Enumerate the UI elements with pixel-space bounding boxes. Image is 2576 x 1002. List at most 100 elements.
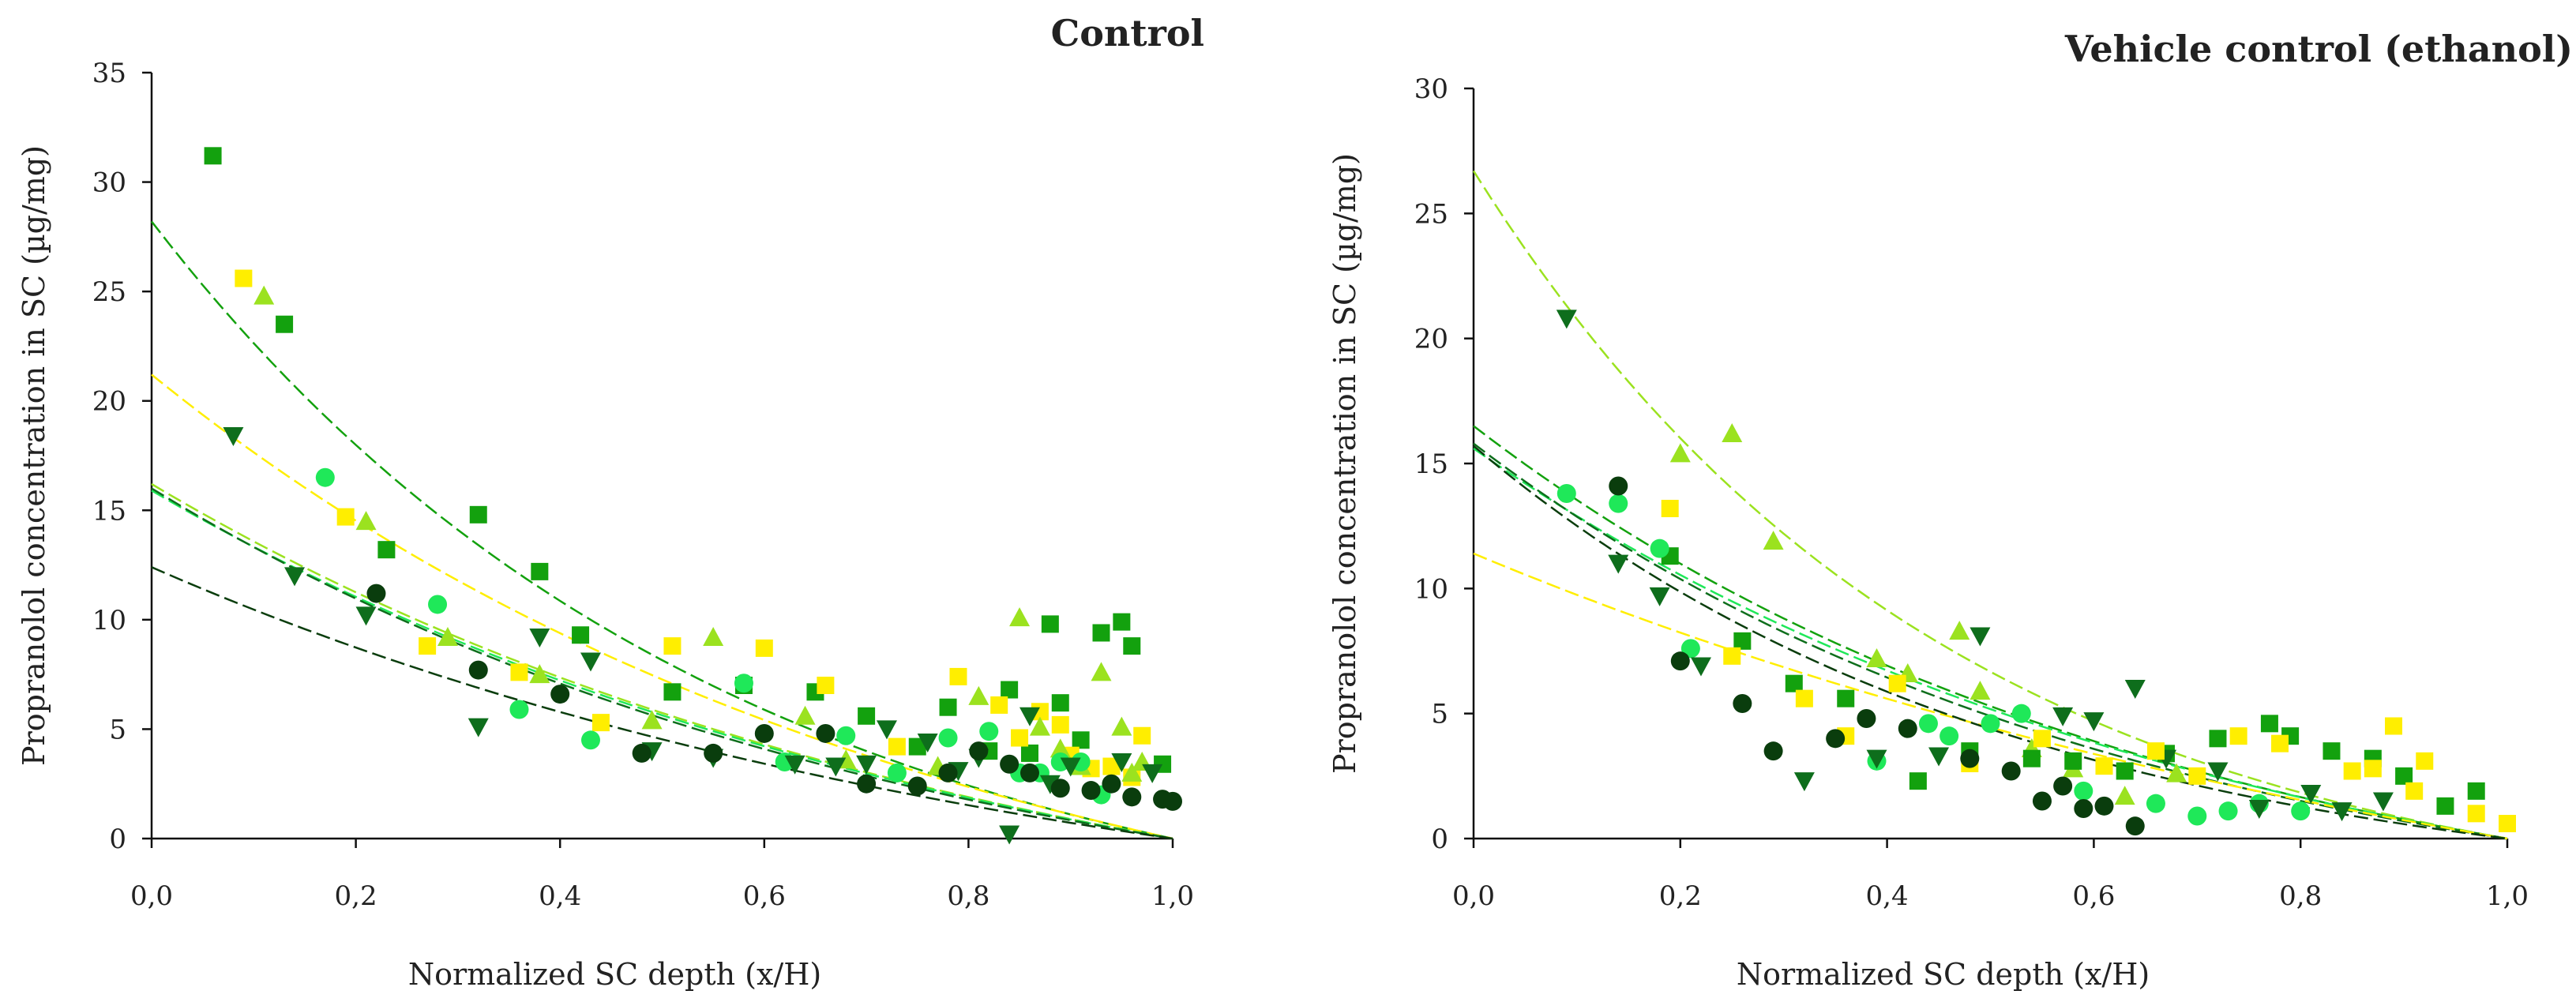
data-point-square — [510, 663, 528, 681]
x-tick-label: 0,2 — [1659, 880, 1702, 912]
data-point-circle — [836, 726, 856, 745]
data-point-circle — [1763, 741, 1783, 761]
data-point-circle — [2291, 801, 2311, 821]
data-point-triangle-down — [1019, 707, 1040, 726]
y-tick-label: 25 — [92, 276, 126, 308]
data-point-triangle — [1970, 681, 1991, 700]
data-point-square — [2323, 742, 2341, 760]
data-point-circle — [1081, 781, 1101, 801]
data-point-square — [1031, 703, 1049, 721]
data-point-square — [2095, 757, 2113, 775]
data-point-square — [1785, 674, 1803, 692]
y-tick-label: 35 — [92, 58, 126, 89]
data-point-triangle-down — [1970, 627, 1991, 647]
data-point-square — [1113, 613, 1131, 631]
data-point-square — [908, 737, 926, 756]
x-tick-label: 0,2 — [335, 880, 377, 912]
data-point-circle — [887, 763, 907, 782]
data-point-square — [888, 737, 906, 756]
data-point-triangle-down — [1556, 310, 1577, 329]
data-point-square — [1041, 615, 1059, 633]
data-point-triangle-down — [2052, 707, 2074, 726]
data-point-square — [817, 677, 835, 694]
data-point-square — [1123, 637, 1141, 655]
data-point-square — [591, 714, 610, 732]
data-point-circle — [1556, 484, 1576, 503]
data-point-triangle — [703, 627, 724, 647]
data-point-triangle — [437, 627, 458, 647]
data-point-square — [2343, 762, 2361, 780]
trend-line — [1473, 552, 2508, 840]
data-point-square — [2364, 760, 2382, 778]
data-point-triangle-down — [2372, 792, 2394, 812]
data-point-circle — [550, 685, 570, 704]
x-tick-label: 1,0 — [2486, 880, 2529, 912]
data-point-triangle — [529, 664, 550, 684]
data-point-triangle — [1091, 662, 1112, 681]
data-point-triangle — [1111, 716, 1132, 736]
trend-line — [1472, 170, 2508, 840]
chart-panel-vehicle-control: Vehicle control (ethanol) 0,0 0,2 0,4 0,6 0,8… — [1311, 0, 2576, 1002]
chart-panel-control: Control 0,0 0,2 0,4 0,6 0,8 1,0 0 5 10 15 20 25 30 35 N… — [0, 0, 1279, 1002]
y-tick-label: 30 — [1414, 73, 1448, 105]
data-point-triangle — [794, 705, 816, 725]
data-point-circle — [1609, 476, 1628, 496]
data-point-triangle — [253, 285, 275, 305]
data-point-circle — [938, 728, 958, 748]
data-point-triangle-down — [784, 755, 805, 775]
data-point-circle — [509, 700, 529, 719]
data-point-triangle-down — [2083, 712, 2105, 732]
data-point-triangle-down — [223, 427, 244, 447]
data-point-circle — [979, 722, 999, 741]
data-point-circle — [704, 743, 723, 763]
data-point-circle — [1898, 719, 1917, 738]
data-point-circle — [1050, 752, 1070, 771]
data-point-triangle — [1866, 648, 1887, 667]
data-point-triangle — [1669, 443, 1691, 463]
y-tick-label: 0 — [1431, 824, 1448, 855]
data-point-circle — [1000, 754, 1020, 774]
data-point-square — [2385, 717, 2403, 735]
data-point-triangle-down — [529, 629, 550, 648]
data-point-circle — [428, 595, 448, 614]
data-point-circle — [1670, 651, 1690, 671]
data-point-square — [2416, 752, 2434, 770]
data-point-square — [2116, 762, 2134, 780]
data-point-square — [2499, 815, 2516, 832]
data-point-circle — [1020, 763, 1039, 782]
data-point-square — [2436, 797, 2454, 815]
data-point-square — [469, 505, 487, 524]
y-tick-label: 25 — [1414, 198, 1448, 230]
data-point-circle — [2187, 806, 2207, 826]
x-tick-label: 0,8 — [2279, 880, 2322, 912]
data-point-square — [2033, 730, 2051, 748]
x-axis-title: Normalized SC depth (x/H) — [408, 957, 821, 992]
data-point-square — [2188, 767, 2206, 785]
data-point-triangle-down — [1690, 657, 1711, 677]
data-point-circle — [366, 584, 386, 603]
data-point-circle — [2011, 704, 2031, 723]
scatter-chart-vehicle-control: Vehicle control (ethanol) 0,0 0,2 0,4 0,6 0,8… — [1327, 28, 2573, 992]
data-point-triangle — [968, 685, 989, 705]
data-point-circle — [2074, 799, 2093, 818]
x-tick-label: 0,0 — [1452, 880, 1495, 912]
y-tick-label: 5 — [1431, 699, 1448, 730]
data-point-circle — [2032, 791, 2052, 811]
data-point-triangle — [355, 511, 377, 531]
data-point-circle — [816, 723, 836, 743]
data-point-triangle — [1121, 762, 1143, 782]
data-point-circle — [468, 660, 488, 680]
data-point-circle — [580, 730, 600, 750]
data-point-circle — [632, 743, 652, 763]
x-tick-label: 0,4 — [539, 880, 581, 912]
data-point-square — [2271, 734, 2289, 752]
x-tick-label: 0,0 — [130, 880, 173, 912]
data-point-triangle-down — [999, 825, 1020, 845]
data-point-circle — [1960, 749, 1980, 768]
data-point-square — [1011, 729, 1029, 747]
trend-line — [1473, 442, 2508, 840]
data-point-square — [419, 637, 437, 655]
data-point-triangle-down — [1866, 749, 1887, 769]
data-point-square — [2467, 805, 2485, 823]
trend-line — [151, 566, 1173, 840]
